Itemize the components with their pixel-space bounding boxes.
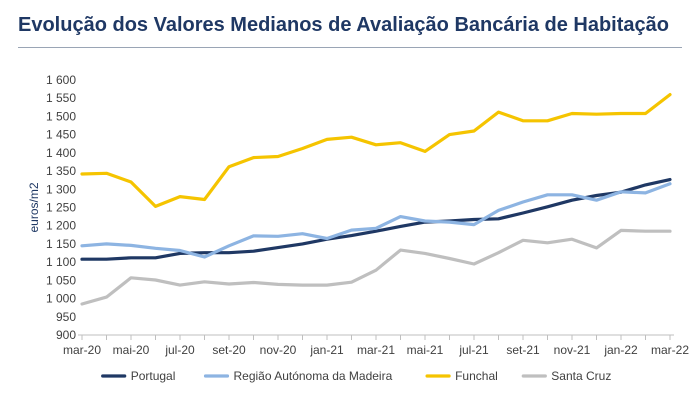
x-tick-label: nov-21: [554, 343, 591, 357]
series-line-santa-cruz: [80, 228, 672, 306]
legend-label: Região Autónoma da Madeira: [234, 369, 393, 383]
legend-label: Funchal: [455, 369, 498, 383]
y-tick-label: 1 600: [46, 73, 76, 87]
x-tick-label: jul-21: [458, 343, 489, 357]
title-divider: [18, 47, 682, 48]
x-tick-label: mai-20: [113, 343, 150, 357]
legend-label: Portugal: [131, 369, 176, 383]
x-tick-label: mar-21: [357, 343, 395, 357]
y-tick-label: 1 050: [46, 273, 76, 287]
x-tick-label: mar-20: [63, 343, 101, 357]
y-tick-label: 900: [56, 328, 76, 342]
x-tick-label: set-20: [212, 343, 246, 357]
series-line-regiao-autonoma-da-madeira: [80, 182, 672, 259]
x-tick-label: nov-20: [260, 343, 297, 357]
x-tick-label: jul-20: [164, 343, 195, 357]
y-tick-label: 1 250: [46, 201, 76, 215]
y-tick-label: 1 400: [46, 146, 76, 160]
y-axis-label: euros/m2: [27, 182, 41, 232]
y-tick-label: 1 300: [46, 182, 76, 196]
legend-label: Santa Cruz: [551, 369, 611, 383]
y-tick-label: 1 350: [46, 164, 76, 178]
series-line-funchal: [80, 92, 672, 208]
y-tick-label: 1 000: [46, 292, 76, 306]
x-tick-label: jan-22: [603, 343, 638, 357]
y-tick-label: 1 100: [46, 255, 76, 269]
y-tick-label: 1 150: [46, 237, 76, 251]
y-tick-label: 1 500: [46, 109, 76, 123]
x-tick-label: mar-22: [651, 343, 689, 357]
x-tick-label: jan-21: [309, 343, 344, 357]
y-tick-label: 1 200: [46, 219, 76, 233]
y-tick-label: 1 450: [46, 128, 76, 142]
x-tick-label: mai-21: [407, 343, 444, 357]
series-line-portugal: [80, 177, 672, 261]
x-tick-label: set-21: [506, 343, 540, 357]
chart-title: Evolução dos Valores Medianos de Avaliaç…: [18, 14, 669, 36]
y-tick-label: 1 550: [46, 91, 76, 105]
y-tick-label: 950: [56, 310, 76, 324]
